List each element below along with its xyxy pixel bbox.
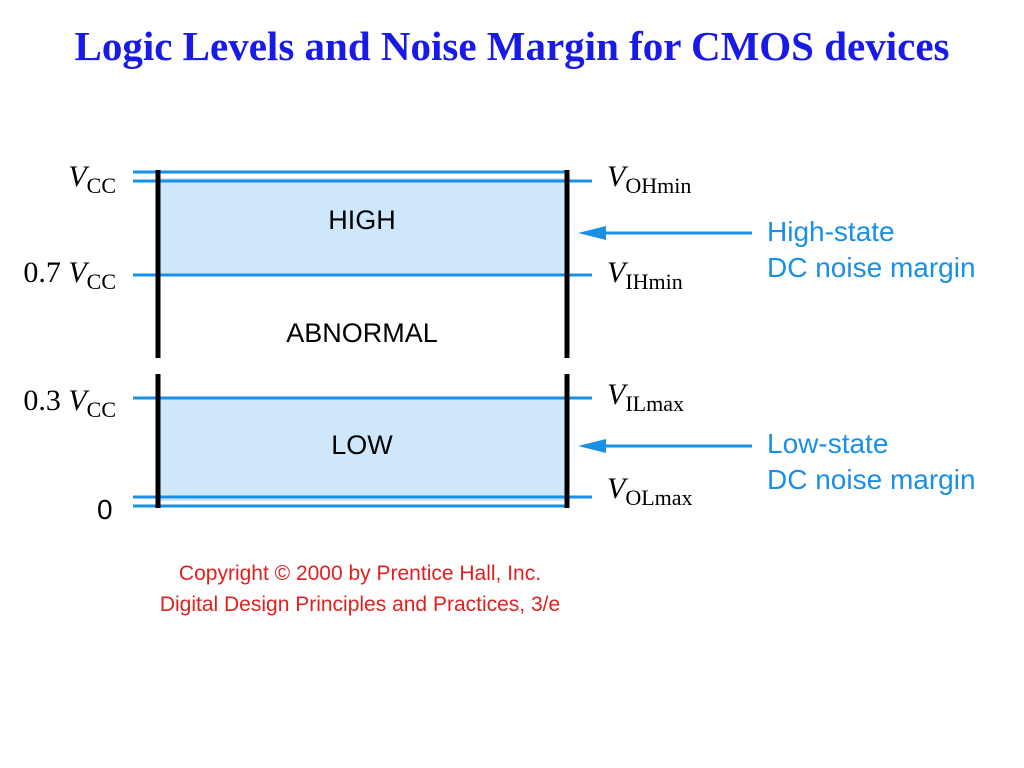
abnormal-region-label: ABNORMAL: [286, 318, 438, 348]
vil-max-label: VILmax: [607, 378, 684, 416]
vol-max-label: VOLmax: [607, 472, 693, 510]
voh-min-label: VOHmin: [607, 160, 692, 198]
low-noise-margin-label: Low-state DC noise margin: [767, 426, 976, 498]
ground-label: 0: [97, 494, 113, 525]
high-region-label: HIGH: [328, 205, 396, 235]
vih-min-label: VIHmin: [607, 256, 683, 294]
low-noise-margin-line2: DC noise margin: [767, 464, 976, 495]
vcc-label: VCC: [68, 160, 116, 198]
high-noise-margin-line2: DC noise margin: [767, 252, 976, 283]
high-noise-margin-label: High-state DC noise margin: [767, 214, 976, 286]
high-margin-arrowhead: [578, 226, 606, 240]
low-noise-margin-line1: Low-state: [767, 428, 889, 459]
page-title: Logic Levels and Noise Margin for CMOS d…: [74, 23, 950, 69]
low-margin-arrowhead: [578, 439, 606, 453]
vcc-03-label: 0.3 VCC: [23, 384, 116, 422]
low-band: [158, 398, 567, 501]
high-band: [158, 178, 567, 275]
copyright-line2: Digital Design Principles and Practices,…: [159, 593, 561, 616]
vcc-07-label: 0.7 VCC: [23, 256, 116, 294]
copyright-notice: Copyright © 2000 by Prentice Hall, Inc. …: [60, 558, 660, 620]
high-noise-margin-line1: High-state: [767, 216, 895, 247]
copyright-line1: Copyright © 2000 by Prentice Hall, Inc.: [178, 562, 542, 585]
low-region-label: LOW: [331, 430, 393, 460]
